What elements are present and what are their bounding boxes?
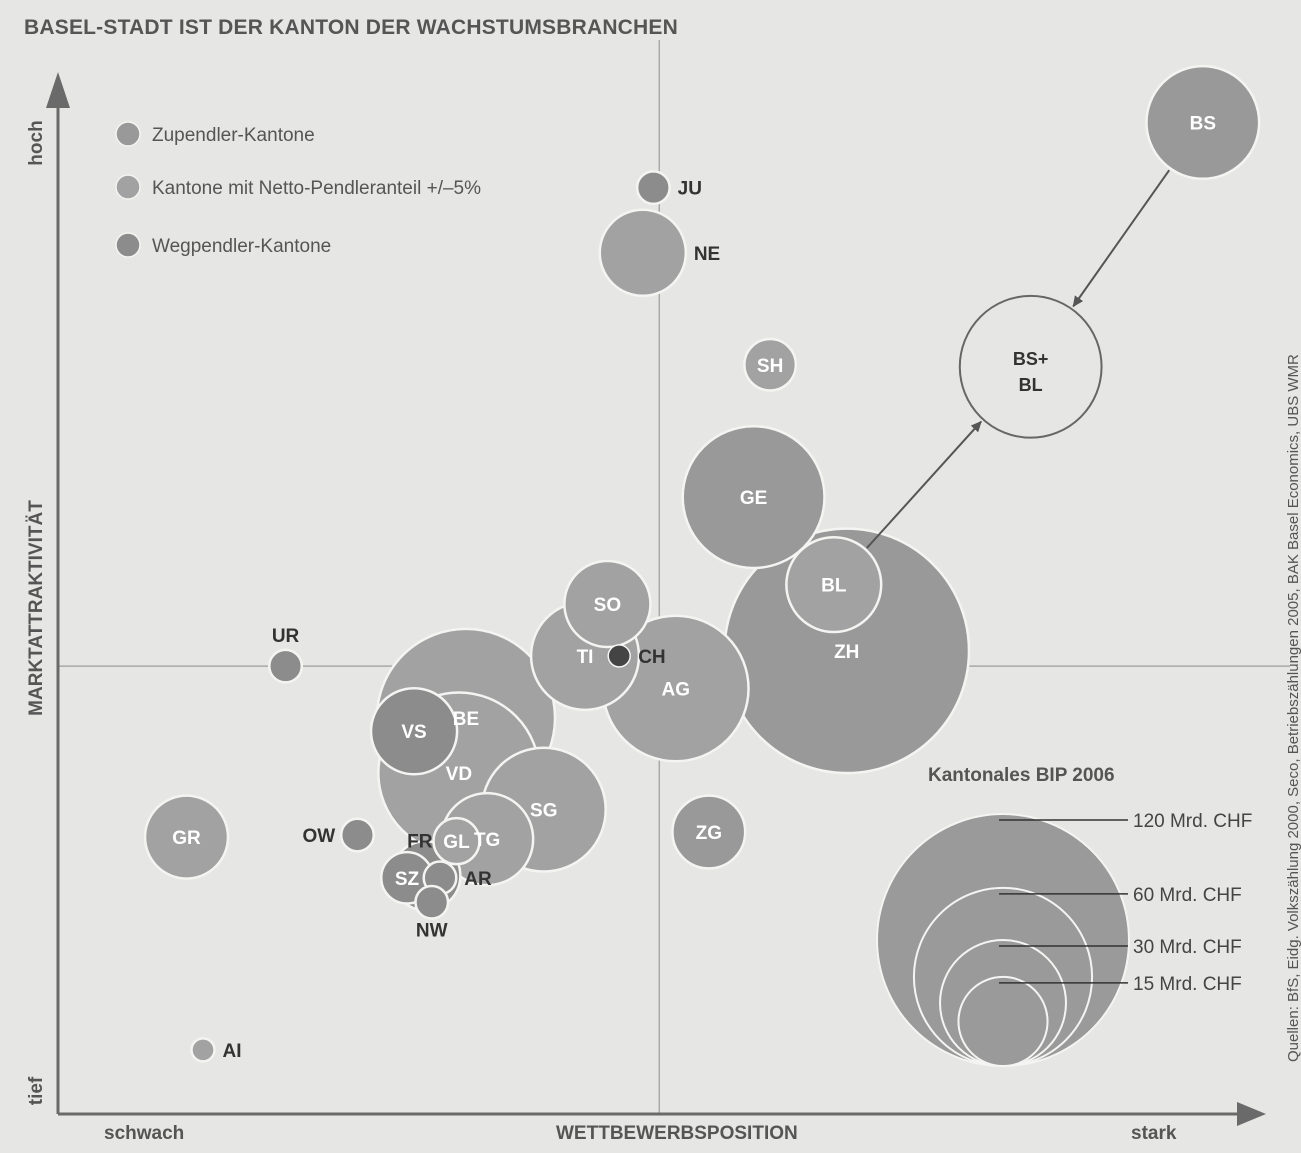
bubble-label-ne: NE bbox=[694, 244, 720, 265]
bubble-label-zh: ZH bbox=[834, 642, 859, 663]
legend-label-netto: Kantone mit Netto-Pendleranteil +/–5% bbox=[152, 178, 481, 199]
x-axis-high-label: stark bbox=[1131, 1123, 1177, 1144]
size-legend-label-3: 15 Mrd. CHF bbox=[1133, 974, 1242, 995]
y-axis-title: MARKTATTRAKTIVITÄT bbox=[26, 500, 47, 716]
bubble-label-sh: SH bbox=[757, 356, 783, 377]
size-legend-title: Kantonales BIP 2006 bbox=[928, 765, 1115, 786]
x-axis-low-label: schwach bbox=[104, 1123, 184, 1144]
bubble-ge bbox=[681, 424, 826, 570]
bubble-label-ow: OW bbox=[302, 826, 335, 847]
bubble-label-ur: UR bbox=[272, 626, 300, 647]
bubble-label-gr: GR bbox=[172, 828, 201, 849]
bubble-label-ch: CH bbox=[638, 647, 665, 668]
bubble-label-sz: SZ bbox=[395, 869, 420, 890]
legend-swatch-zupendler bbox=[115, 121, 141, 147]
bubble-label-ar: AR bbox=[464, 869, 492, 890]
size-legend-label-0: 120 Mrd. CHF bbox=[1133, 811, 1252, 832]
size-legend-label-2: 30 Mrd. CHF bbox=[1133, 937, 1242, 958]
size-legend-circle-3 bbox=[957, 975, 1049, 1067]
bubble-bs bbox=[1145, 64, 1261, 181]
bubble-bl bbox=[785, 535, 883, 634]
y-axis-high-label: hoch bbox=[26, 120, 47, 165]
bubble-ju bbox=[635, 170, 671, 206]
bubble-label-ti: TI bbox=[577, 647, 594, 668]
bubble-zg bbox=[671, 794, 747, 870]
bubble-label-ju: JU bbox=[678, 179, 702, 200]
bubble-so bbox=[563, 559, 652, 649]
bubble-label-bl: BL bbox=[821, 576, 847, 597]
bubble-label-ag: AG bbox=[662, 679, 691, 700]
bubble-label-sg: SG bbox=[530, 801, 557, 822]
bubble-label-be: BE bbox=[453, 709, 479, 730]
arrow-bs-to-combined bbox=[1072, 169, 1171, 308]
bubble-label-fr: FR bbox=[407, 831, 433, 852]
bubble-label-gl: GL bbox=[443, 832, 470, 853]
combined-label-line2: BL bbox=[1019, 375, 1043, 395]
arrow-bl-to-combined bbox=[866, 420, 982, 549]
bubble-label-bs: BS bbox=[1190, 113, 1216, 134]
bubble-gl bbox=[432, 816, 481, 866]
bubble-bs-bl-combined bbox=[958, 294, 1103, 439]
bubble-label-zg: ZG bbox=[696, 823, 722, 844]
bubble-ch bbox=[607, 644, 631, 668]
bubble-label-vs: VS bbox=[401, 722, 426, 743]
bubble-label-ge: GE bbox=[740, 488, 767, 509]
chart-title: BASEL-STADT IST DER KANTON DER WACHSTUMS… bbox=[24, 16, 678, 39]
bubble-label-vd: VD bbox=[446, 764, 472, 785]
bubble-ow bbox=[339, 817, 375, 853]
legend-label-zupendler: Zupendler-Kantone bbox=[152, 125, 315, 146]
bubble-label-nw: NW bbox=[416, 921, 448, 942]
bubble-vs bbox=[369, 686, 459, 776]
bubble-label-tg: TG bbox=[474, 830, 500, 851]
combined-label-line1: BS+ bbox=[1013, 349, 1049, 369]
legend-swatch-netto bbox=[115, 174, 141, 200]
bubble-gr bbox=[143, 794, 230, 880]
bubble-label-so: SO bbox=[594, 595, 621, 616]
y-axis-low-label: tief bbox=[26, 1076, 47, 1105]
size-legend-label-1: 60 Mrd. CHF bbox=[1133, 885, 1242, 906]
x-axis-title: WETTBEWERBSPOSITION bbox=[556, 1123, 798, 1144]
legend-swatch-wegpendler bbox=[115, 232, 141, 258]
bubble-ne bbox=[598, 208, 688, 298]
bubble-sh bbox=[743, 337, 798, 392]
y-axis-arrowhead bbox=[46, 72, 70, 108]
legend-label-wegpendler: Wegpendler-Kantone bbox=[152, 236, 331, 257]
bubble-nw bbox=[414, 884, 450, 920]
bubble-label-ai: AI bbox=[223, 1041, 242, 1062]
bubble-ai bbox=[190, 1037, 216, 1063]
x-axis-arrowhead bbox=[1237, 1102, 1266, 1126]
bubble-ur bbox=[268, 648, 304, 684]
